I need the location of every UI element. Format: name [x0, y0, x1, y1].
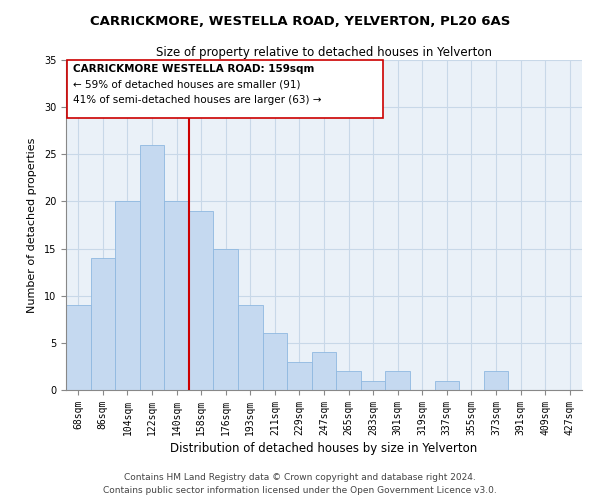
Text: CARRICKMORE, WESTELLA ROAD, YELVERTON, PL20 6AS: CARRICKMORE, WESTELLA ROAD, YELVERTON, P…: [90, 15, 510, 28]
Bar: [336, 371, 361, 390]
Y-axis label: Number of detached properties: Number of detached properties: [27, 138, 37, 312]
Bar: [434, 380, 459, 390]
Bar: [287, 362, 312, 390]
Bar: [238, 305, 263, 390]
Bar: [140, 145, 164, 390]
Bar: [91, 258, 115, 390]
Bar: [385, 371, 410, 390]
Text: ← 59% of detached houses are smaller (91): ← 59% of detached houses are smaller (91…: [73, 80, 301, 90]
Bar: [164, 202, 189, 390]
Bar: [312, 352, 336, 390]
Text: 41% of semi-detached houses are larger (63) →: 41% of semi-detached houses are larger (…: [73, 95, 322, 105]
X-axis label: Distribution of detached houses by size in Yelverton: Distribution of detached houses by size …: [170, 442, 478, 455]
Text: CARRICKMORE WESTELLA ROAD: 159sqm: CARRICKMORE WESTELLA ROAD: 159sqm: [73, 64, 315, 74]
Title: Size of property relative to detached houses in Yelverton: Size of property relative to detached ho…: [156, 46, 492, 59]
Bar: [263, 334, 287, 390]
FancyBboxPatch shape: [67, 60, 383, 118]
Text: Contains HM Land Registry data © Crown copyright and database right 2024.
Contai: Contains HM Land Registry data © Crown c…: [103, 474, 497, 495]
Bar: [115, 202, 140, 390]
Bar: [189, 211, 214, 390]
Bar: [361, 380, 385, 390]
Bar: [484, 371, 508, 390]
Bar: [214, 248, 238, 390]
Bar: [66, 305, 91, 390]
